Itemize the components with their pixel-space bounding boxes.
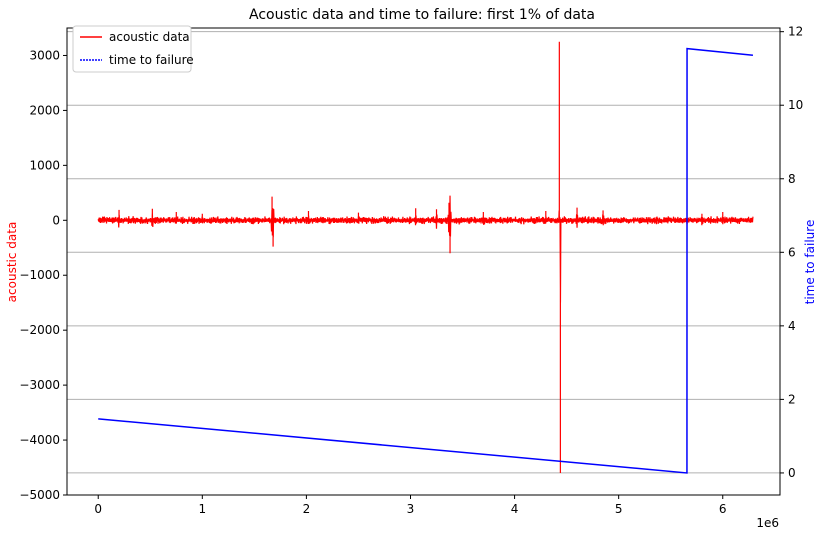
- legend-label-time-to-failure: time to failure: [109, 53, 194, 67]
- series-layer: [97, 41, 754, 474]
- x-tick-label-0: 0: [94, 502, 102, 516]
- left-tick-label-0: −5000: [19, 488, 60, 502]
- right-tick-label-6: 12: [788, 25, 803, 39]
- right-y-axis: 0 2 4 6 8 10 12: [780, 25, 803, 480]
- right-tick-label-4: 8: [788, 172, 796, 186]
- x-tick-label-2: 2: [303, 502, 311, 516]
- left-tick-label-5: 0: [52, 213, 60, 227]
- x-tick-label-3: 3: [407, 502, 415, 516]
- plot-frame: [66, 27, 781, 496]
- legend-label-acoustic-data: acoustic data: [109, 30, 190, 44]
- left-axis-label: acoustic data: [5, 222, 19, 303]
- left-tick-label-1: −4000: [19, 433, 60, 447]
- right-axis-label: time to failure: [803, 220, 817, 305]
- x-tick-label-1: 1: [198, 502, 206, 516]
- right-tick-label-3: 6: [788, 245, 796, 259]
- right-tick-label-2: 4: [788, 319, 796, 333]
- series-acoustic-data-line: [97, 41, 754, 474]
- right-tick-label-0: 0: [788, 466, 796, 480]
- left-tick-label-4: −1000: [19, 268, 60, 282]
- legend-frame: [72, 25, 192, 73]
- chart-title: Acoustic data and time to failure: first…: [249, 7, 595, 23]
- x-tick-label-4: 4: [511, 502, 519, 516]
- left-tick-label-8: 3000: [29, 48, 60, 62]
- x-offset-label: 1e6: [756, 516, 779, 530]
- right-tick-label-1: 2: [788, 392, 796, 406]
- legend: acoustic data time to failure: [72, 25, 194, 73]
- right-tick-label-5: 10: [788, 98, 803, 112]
- left-tick-label-3: −2000: [19, 323, 60, 337]
- x-tick-label-5: 5: [615, 502, 623, 516]
- series-time-to-failure-line: [98, 47, 754, 474]
- x-axis: 0 1 2 3 4 5 6: [94, 495, 727, 516]
- left-tick-label-7: 2000: [29, 103, 60, 117]
- left-tick-label-6: 1000: [29, 158, 60, 172]
- left-tick-label-2: −3000: [19, 378, 60, 392]
- left-y-axis: −5000 −4000 −3000 −2000 −1000 0 1000 2000 3000: [19, 48, 67, 502]
- x-tick-label-6: 6: [719, 502, 727, 516]
